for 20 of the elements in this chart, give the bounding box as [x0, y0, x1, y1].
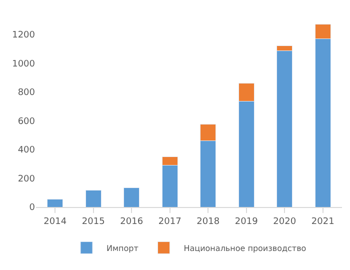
x-tick-label: 2021 — [311, 216, 334, 227]
bar — [124, 187, 140, 207]
y-tick-label: 800 — [18, 88, 36, 98]
y-tick-label: 1000 — [12, 59, 36, 70]
y-tick-label: 1200 — [12, 30, 36, 41]
bar — [47, 198, 64, 207]
x-tick-label: 2014 — [44, 216, 67, 227]
bar — [85, 190, 102, 207]
y-tick-label: 0 — [29, 203, 36, 214]
x-tick-label: 2017 — [158, 216, 182, 227]
x-tick-label: 2015 — [82, 216, 105, 227]
legend-label: Национальное производство — [184, 244, 306, 253]
x-tick-label: 2018 — [196, 216, 220, 227]
x-tick-label: 2016 — [120, 216, 144, 227]
legend-label: Импорт — [106, 244, 139, 253]
y-tick-label: 600 — [18, 116, 36, 127]
x-tick-label: 2019 — [234, 216, 258, 227]
x-tick-label: 2020 — [273, 216, 296, 227]
y-tick-label: 200 — [18, 174, 36, 184]
y-tick-label: 400 — [18, 146, 36, 156]
